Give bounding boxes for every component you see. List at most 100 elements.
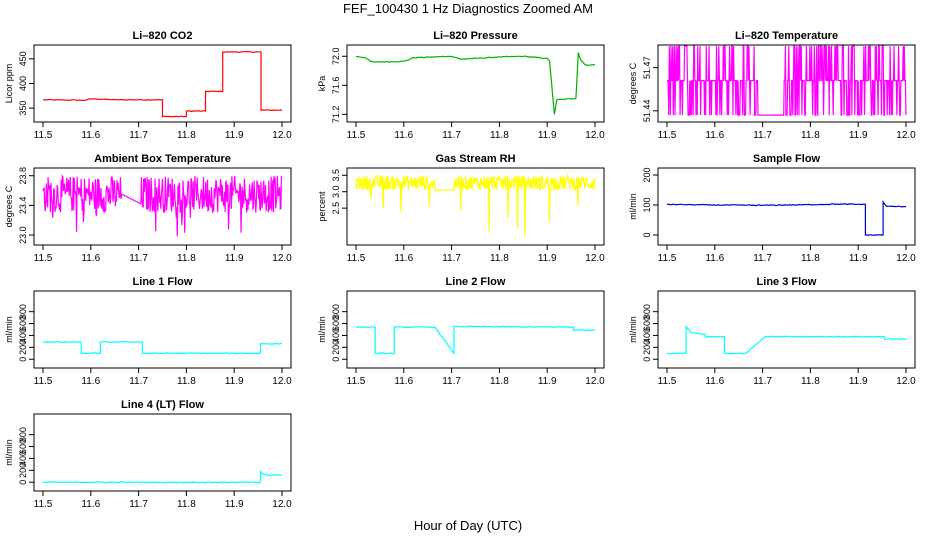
- plot-frame: [657, 290, 916, 369]
- x-tick-label: 11.7: [753, 130, 772, 141]
- y-tick-label: 100: [642, 197, 652, 212]
- series-line-temperature: [667, 45, 907, 116]
- y-tick-label: 400: [642, 328, 652, 343]
- x-tick-label: 12.0: [896, 376, 916, 387]
- x-tick-label: 11.7: [442, 376, 461, 387]
- y-axis-label: percent: [317, 191, 327, 222]
- panel-title: Sample Flow: [753, 153, 821, 165]
- y-axis-label: ml/min: [317, 316, 327, 343]
- x-tick-label: 11.7: [129, 130, 148, 141]
- y-axis-label: degrees C: [4, 185, 14, 227]
- panel-title: Line 4 (LT) Flow: [121, 399, 204, 411]
- y-tick-label: 400: [331, 328, 341, 343]
- x-tick-label: 12.0: [272, 130, 292, 141]
- y-axis-label: degrees C: [628, 62, 638, 104]
- y-tick-label: 0: [18, 357, 28, 362]
- x-tick-label: 11.9: [849, 130, 868, 141]
- x-tick-label: 11.5: [34, 376, 53, 387]
- y-tick-label: 0: [18, 480, 28, 485]
- x-tick-label: 11.7: [753, 376, 772, 387]
- y-tick-label: 400: [18, 328, 28, 343]
- y-axis-label: kPa: [317, 76, 327, 92]
- x-tick-label: 11.9: [538, 376, 557, 387]
- y-tick-label: 71.6: [331, 77, 341, 95]
- x-tick-label: 11.7: [442, 130, 461, 141]
- x-tick-label: 11.7: [442, 253, 461, 264]
- x-tick-label: 11.5: [347, 130, 366, 141]
- x-tick-label: 11.6: [705, 130, 724, 141]
- x-tick-label: 11.5: [658, 253, 677, 264]
- x-tick-label: 11.5: [34, 130, 53, 141]
- x-tick-label: 11.8: [490, 253, 509, 264]
- y-axis-label: ml/min: [4, 316, 14, 343]
- x-tick-label: 12.0: [585, 130, 605, 141]
- y-tick-label: 51.47: [642, 56, 652, 79]
- panel-8: Line 2 Flow ml/min 11.5 11.6 11.7 11.8 11.9 12.…: [317, 276, 605, 387]
- plot-frame: [33, 290, 292, 369]
- x-tick-label: 11.9: [225, 499, 244, 510]
- y-tick-label: 51.44: [642, 100, 652, 123]
- y-axis-label: Licor ppm: [4, 64, 14, 104]
- series-line-sample-flow: [667, 200, 907, 237]
- series-line-rh: [355, 173, 596, 237]
- x-tick-label: 12.0: [896, 130, 916, 141]
- x-tick-label: 11.9: [225, 130, 244, 141]
- plot-frame: [657, 44, 916, 123]
- y-tick-label: 600: [331, 316, 341, 331]
- panel-7: Line 1 Flow ml/min 11.5 11.6 11.7 11.8 11.9 12.…: [4, 276, 292, 387]
- y-tick-label: 400: [18, 76, 28, 91]
- plot-frame: [346, 290, 605, 369]
- y-tick-label: 0: [642, 232, 652, 237]
- y-tick-label: 200: [18, 463, 28, 478]
- x-tick-label: 11.8: [490, 130, 509, 141]
- y-tick-label: 71.2: [331, 106, 341, 124]
- x-tick-label: 11.8: [177, 253, 196, 264]
- y-tick-label: 600: [642, 316, 652, 331]
- series-line-line-4: [42, 469, 283, 484]
- x-tick-label: 11.8: [177, 130, 196, 141]
- panel-title: Ambient Box Temperature: [94, 153, 231, 165]
- y-tick-label: 0: [642, 357, 652, 362]
- x-tick-label: 11.9: [225, 376, 244, 387]
- x-tick-label: 12.0: [272, 499, 292, 510]
- panel-title: Li–820 CO2: [133, 30, 193, 42]
- panel-2: Li–820 Pressure kPa 11.5 11.6 11.7 11.8 11.9 12…: [317, 30, 605, 141]
- x-tick-label: 11.9: [538, 253, 557, 264]
- x-tick-label: 11.6: [394, 253, 413, 264]
- y-tick-label: 800: [642, 304, 652, 319]
- panel-1: Li–820 CO2 Licor ppm 11.5 11.6 11.7 11.8 11.9 1…: [4, 30, 292, 141]
- y-tick-label: 200: [642, 340, 652, 355]
- x-tick-label: 11.5: [347, 376, 366, 387]
- x-tick-label: 11.5: [34, 499, 53, 510]
- panel-title: Line 3 Flow: [757, 276, 817, 288]
- panel-5: Gas Stream RH percent 11.5 11.6 11.7 11.8 11.9…: [317, 153, 605, 264]
- panel-title: Line 1 Flow: [133, 276, 193, 288]
- x-tick-label: 11.6: [81, 376, 100, 387]
- panel-title: Li–820 Temperature: [735, 30, 838, 42]
- y-axis-label: ml/min: [4, 439, 14, 466]
- y-tick-label: 800: [18, 304, 28, 319]
- y-tick-label: 23.4: [18, 197, 28, 215]
- y-tick-label: 450: [18, 51, 28, 66]
- y-tick-label: 200: [642, 167, 652, 182]
- x-tick-label: 11.8: [490, 376, 509, 387]
- x-tick-label: 11.8: [801, 376, 820, 387]
- series-line-line-3: [666, 324, 907, 355]
- x-tick-label: 12.0: [896, 253, 916, 264]
- panel-title: Li–820 Pressure: [433, 30, 517, 42]
- plot-frame: [33, 167, 292, 246]
- plot-frame: [33, 413, 292, 492]
- y-tick-label: 0: [331, 357, 341, 362]
- x-tick-label: 11.7: [129, 253, 148, 264]
- x-tick-label: 11.7: [753, 253, 772, 264]
- x-tick-label: 11.6: [705, 253, 724, 264]
- x-tick-label: 11.6: [705, 376, 724, 387]
- figure-title: FEF_100430 1 Hz Diagnostics Zoomed AM: [342, 1, 593, 16]
- x-tick-label: 11.5: [347, 253, 366, 264]
- x-tick-label: 11.5: [658, 130, 677, 141]
- y-tick-label: 600: [18, 439, 28, 454]
- series-line-box-temp: [42, 173, 283, 237]
- panel-3: Li–820 Temperature degrees C 11.5 11.6 11.7 1…: [628, 30, 916, 141]
- x-tick-label: 11.7: [129, 376, 148, 387]
